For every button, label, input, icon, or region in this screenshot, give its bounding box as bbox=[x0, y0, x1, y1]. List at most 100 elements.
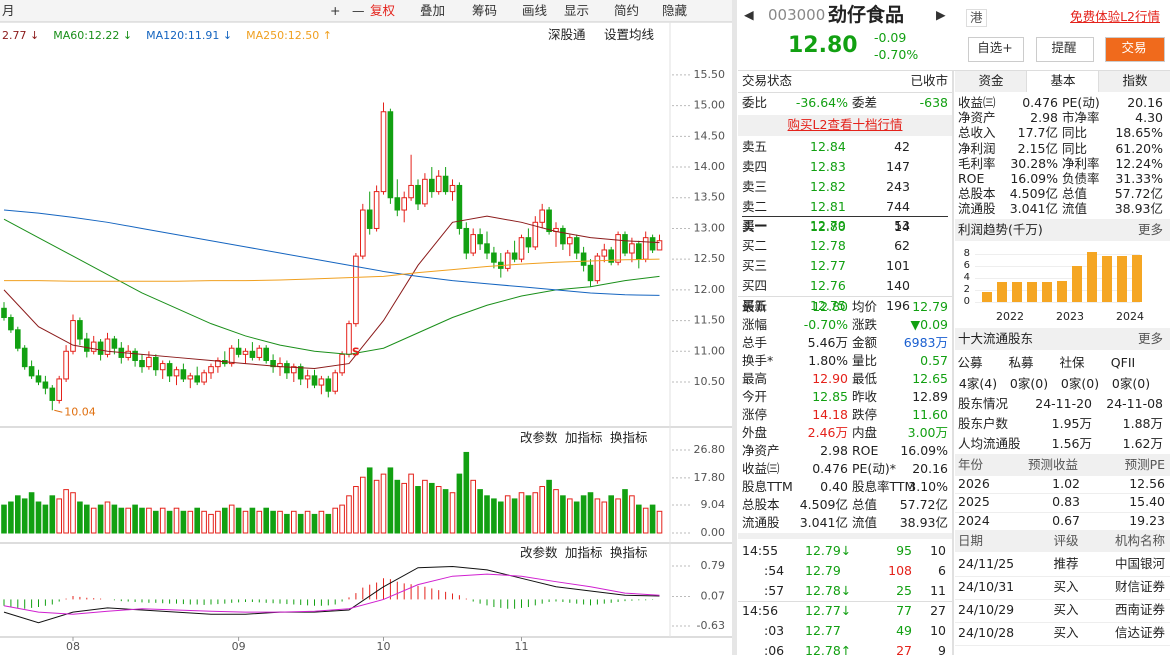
y-tick-label: 12.50 bbox=[694, 252, 726, 265]
stat-value: 12.89 bbox=[912, 389, 948, 404]
toolbar-button[interactable]: 画线 bbox=[522, 3, 548, 18]
stat-label: 流值 bbox=[852, 515, 878, 530]
toolbar-button[interactable]: 筹码 bbox=[472, 3, 498, 18]
stat-value: -0.70% bbox=[803, 317, 848, 332]
candle-body bbox=[642, 237, 649, 260]
fund-value: 57.72亿 bbox=[1114, 186, 1163, 202]
candle-body bbox=[608, 249, 615, 263]
holder-count: 0家(0) bbox=[1009, 376, 1049, 391]
y-tick-label: 15.00 bbox=[694, 99, 726, 112]
divider bbox=[955, 644, 1170, 646]
stat-value: 3.00万 bbox=[907, 425, 948, 440]
stat-value: 12.85 bbox=[812, 389, 848, 404]
candle-body bbox=[491, 252, 497, 263]
tab[interactable]: 资金 bbox=[978, 73, 1004, 88]
signal-marker: S bbox=[352, 346, 360, 359]
table-cell: 中国银河 bbox=[1114, 556, 1165, 571]
volume-bar bbox=[166, 510, 173, 534]
indicator-tool[interactable]: 加指标 bbox=[565, 430, 603, 445]
chart-link[interactable]: 深股通 bbox=[548, 27, 586, 42]
stat-value: 1.80% bbox=[808, 353, 848, 368]
button-bg bbox=[1036, 37, 1094, 62]
table-cell: 15.40 bbox=[1129, 494, 1165, 510]
volume-bar bbox=[346, 495, 352, 534]
volume-bar bbox=[435, 486, 442, 534]
l2-link[interactable]: 免费体验L2行情 bbox=[1070, 9, 1160, 24]
toolbar-button[interactable]: 简约 bbox=[614, 3, 640, 18]
fund-label: 流通股 bbox=[958, 201, 996, 217]
volume-bar bbox=[511, 498, 518, 534]
section-bg bbox=[955, 328, 1170, 350]
candle-body bbox=[318, 378, 325, 386]
divider bbox=[738, 70, 1170, 71]
toolbar-button[interactable]: 隐藏 bbox=[662, 3, 688, 18]
toolbar-button[interactable]: 月 bbox=[2, 3, 15, 18]
candle-body bbox=[311, 375, 318, 386]
trade-price: 12.77↓ bbox=[805, 603, 852, 618]
indicator-tool[interactable]: 换指标 bbox=[610, 430, 648, 445]
trade-time: :06 bbox=[764, 643, 785, 655]
stat-value: 12.65 bbox=[912, 371, 948, 386]
fund-value: 0.476 bbox=[1022, 95, 1058, 110]
book-price: 12.79 bbox=[810, 218, 846, 233]
fund-value: 20.16 bbox=[1127, 95, 1163, 110]
candle-body bbox=[208, 366, 214, 374]
candle-body bbox=[456, 184, 463, 229]
ma-line bbox=[3, 209, 660, 296]
stat-label: 涨停 bbox=[742, 407, 768, 422]
candle-body bbox=[332, 372, 338, 392]
volume-bar bbox=[235, 507, 242, 534]
y-tick-label: 13.00 bbox=[694, 221, 726, 234]
indicator-tool[interactable]: 改参数 bbox=[520, 545, 558, 560]
table-cell: 财信证券 bbox=[1114, 579, 1165, 594]
stat-label: 最高 bbox=[742, 371, 768, 386]
trade-count: 9 bbox=[938, 643, 946, 655]
stat-value: 16.09% bbox=[900, 443, 948, 458]
ma-label: 2.77 ↓ bbox=[2, 28, 40, 42]
toolbar-button[interactable]: 显示 bbox=[564, 3, 590, 18]
toolbar-button[interactable]: + bbox=[330, 3, 341, 18]
y-tick-label: 12.00 bbox=[694, 283, 726, 296]
candle-body bbox=[573, 237, 580, 254]
candle-body bbox=[442, 175, 449, 193]
indicator-tool[interactable]: 加指标 bbox=[565, 545, 603, 560]
volume-bar bbox=[270, 510, 276, 534]
holder-count: 4家(4) bbox=[958, 376, 998, 391]
candle-body bbox=[1, 307, 7, 319]
fund-label: 总值 bbox=[1062, 186, 1088, 202]
toolbar-button[interactable]: 叠加 bbox=[420, 3, 446, 18]
book-volume: 196 bbox=[886, 298, 910, 313]
volume-bar bbox=[408, 473, 414, 534]
bar bbox=[982, 292, 992, 302]
trade-time: 14:55 bbox=[742, 543, 779, 558]
holder-count: 0家(0) bbox=[1111, 376, 1151, 391]
toolbar-button[interactable]: — bbox=[352, 3, 365, 18]
l2-link[interactable]: 购买L2查看十档行情 bbox=[787, 117, 903, 132]
fund-value: 31.33% bbox=[1115, 171, 1163, 186]
volume-bar bbox=[97, 504, 104, 534]
ma-label: MA60:12.22 ↓ bbox=[53, 28, 133, 42]
table-cell: 24/10/29 bbox=[958, 602, 1015, 617]
action-button[interactable]: 提醒 bbox=[1051, 40, 1077, 55]
fund-label: 净利率 bbox=[1062, 155, 1100, 171]
volume-bar bbox=[594, 498, 601, 534]
action-button[interactable]: 自选+ bbox=[977, 40, 1013, 55]
stat-value: 14.18 bbox=[812, 407, 848, 422]
volume-bar bbox=[573, 501, 580, 534]
volume-bar bbox=[649, 504, 656, 534]
more-link[interactable]: 更多 bbox=[1137, 222, 1163, 237]
toolbar-button[interactable]: 复权 bbox=[370, 3, 396, 18]
candle-body bbox=[629, 243, 635, 254]
indicator-tool[interactable]: 换指标 bbox=[610, 545, 648, 560]
tab[interactable]: 基本 bbox=[1050, 73, 1076, 88]
table-cell: 24/11/25 bbox=[958, 556, 1015, 571]
table-header: 评级 bbox=[1053, 533, 1079, 548]
indicator-tool[interactable]: 改参数 bbox=[520, 430, 558, 445]
volume-bar bbox=[159, 507, 166, 534]
chart-link[interactable]: 设置均线 bbox=[604, 27, 655, 42]
volume-bar bbox=[139, 507, 145, 534]
tab[interactable]: 指数 bbox=[1122, 73, 1148, 88]
volume-bar bbox=[256, 510, 263, 534]
more-link[interactable]: 更多 bbox=[1137, 331, 1163, 346]
action-button[interactable]: 交易 bbox=[1121, 40, 1147, 55]
